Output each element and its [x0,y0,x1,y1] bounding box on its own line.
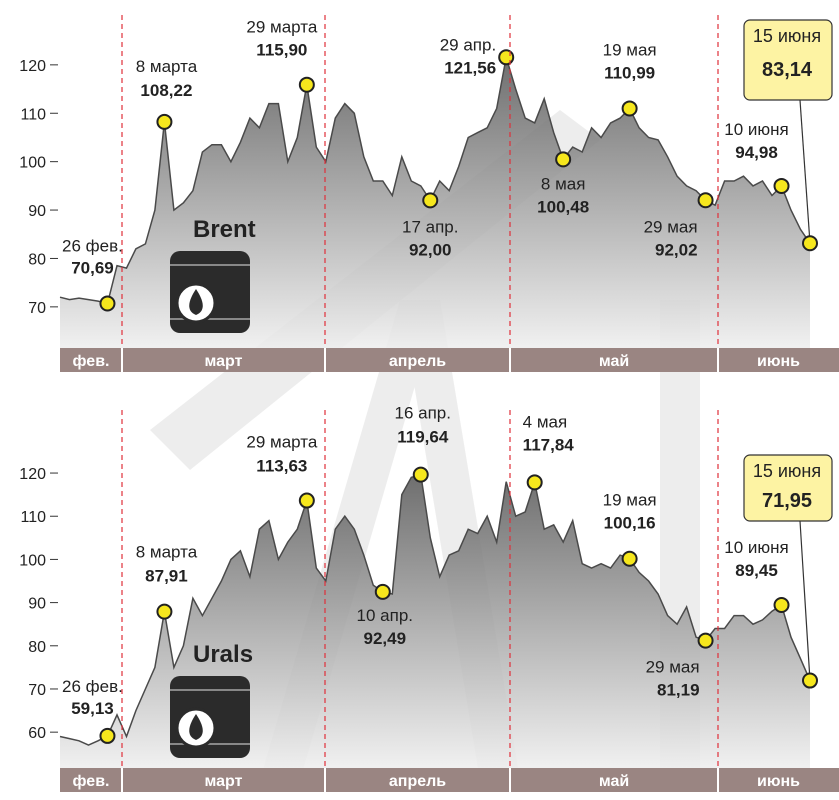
point-date: 19 мая [603,40,657,59]
point-marker [802,672,818,689]
point-marker [498,49,515,66]
point-value: 92,49 [364,629,407,648]
callout-value: 71,95 [762,490,812,512]
month-label: июнь [757,773,800,790]
point-date: 17 апр. [402,217,458,236]
point-date: 29 марта [246,433,317,452]
point-marker [412,466,429,483]
y-tick-label: 80 [28,251,46,268]
point-marker [526,474,543,491]
point-value: 115,90 [256,41,307,60]
point-value: 70,69 [71,259,114,278]
month-label: март [205,353,243,370]
point-date: 10 июня [724,120,788,139]
month-label: апрель [389,773,446,790]
point-date: 10 июня [724,538,788,557]
month-label: фев. [73,773,110,790]
point-date: 4 мая [523,412,568,431]
point-value: 87,91 [145,567,188,586]
barrel-drop [189,289,203,315]
y-tick-label: 60 [28,725,46,742]
callout-box [743,454,833,522]
y-tick-label: 90 [28,596,46,613]
point-marker [422,192,439,209]
month-band [60,348,839,372]
point-marker [156,603,173,620]
callout-pointer [799,520,811,681]
point-marker [156,113,173,130]
month-label: июнь [757,353,800,370]
month-label: март [205,773,243,790]
point-marker [773,177,790,194]
point-value: 92,02 [655,240,698,259]
point-marker [298,492,315,509]
callout-box [743,19,833,101]
point-marker [298,76,315,93]
point-date: 19 мая [603,491,657,510]
point-value: 100,48 [537,197,589,216]
point-date: 16 апр. [395,404,451,423]
point-value: 108,22 [140,81,192,100]
point-value: 89,45 [735,561,778,580]
callout-value: 83,14 [762,59,813,81]
point-value: 59,13 [71,699,114,718]
point-value: 113,63 [256,457,307,476]
point-marker [621,100,638,117]
point-marker [697,192,714,209]
y-tick-label: 110 [20,509,46,526]
point-value: 94,98 [735,143,778,162]
point-date: 8 марта [136,543,198,562]
y-tick-label: 100 [19,155,46,172]
callout-date: 15 июня [753,26,821,46]
point-date: 29 апр. [440,35,496,54]
line [59,57,811,305]
point-date: 8 мая [541,174,586,193]
plots: 70 80 90 100 110 120 Brent 26 фев. 70,69 8 марта 1… [19,15,839,792]
point-date: 29 марта [246,18,317,37]
point-value: 81,19 [657,681,700,700]
point-date: 10 апр. [357,606,413,625]
point-value: 100,16 [604,514,656,533]
point-value: 119,64 [397,428,449,447]
callout-pointer [799,99,811,244]
month-label: май [599,353,629,370]
month-label: апрель [389,353,446,370]
month-band [60,768,839,792]
series-name: Urals [193,641,253,668]
line [59,473,811,746]
point-marker [555,151,572,168]
point-marker [621,550,638,567]
y-tick-label: 120 [19,466,46,483]
series-name: Brent [193,216,256,243]
point-marker [374,583,391,600]
callout-date: 15 июня [753,461,821,481]
y-tick-label: 120 [19,58,46,75]
month-label: фев. [73,353,110,370]
point-date: 26 фев. [62,237,123,256]
point-marker [697,632,714,649]
y-tick-label: 100 [19,552,46,569]
barrel-drop [189,714,203,740]
point-value: 92,00 [409,240,452,259]
point-date: 26 фев. [62,677,123,696]
point-marker [773,596,790,613]
y-tick-label: 70 [28,300,46,317]
y-tick-label: 70 [28,682,46,699]
point-value: 117,84 [523,435,575,454]
point-date: 29 мая [646,658,700,677]
point-marker [802,235,818,252]
y-tick-label: 110 [20,106,46,123]
point-value: 110,99 [604,63,655,82]
y-tick-label: 90 [28,203,46,220]
point-date: 29 мая [644,217,698,236]
month-label: май [599,773,629,790]
point-date: 8 марта [136,57,198,76]
point-marker [99,727,116,744]
point-value: 121,56 [444,58,496,77]
point-marker [99,295,116,312]
y-tick-label: 80 [28,639,46,656]
